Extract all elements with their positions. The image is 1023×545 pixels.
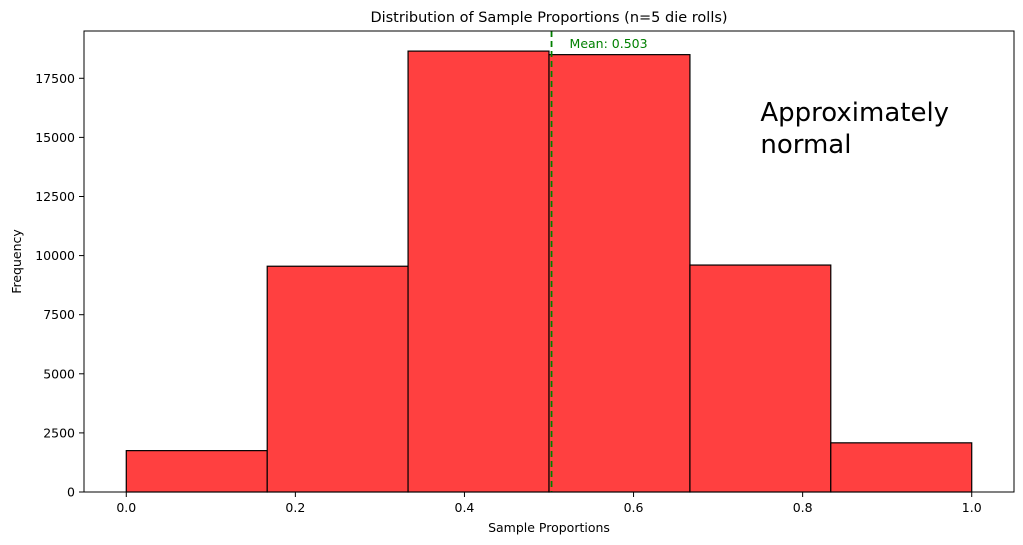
x-axis-ticks: 0.0 0.2 0.4 0.6 0.8 1.0 <box>116 492 982 515</box>
y-axis-label: Frequency <box>9 229 24 294</box>
x-tick-label: 0.6 <box>624 500 644 515</box>
chart-title: Distribution of Sample Proportions (n=5 … <box>370 10 727 26</box>
x-axis-label: Sample Proportions <box>488 520 610 535</box>
histogram-bar-3 <box>407 50 550 493</box>
x-tick-label: 0.2 <box>285 500 305 515</box>
y-tick-label: 12500 <box>35 189 75 204</box>
x-tick-label: 0.0 <box>116 500 136 515</box>
y-tick-label: 17500 <box>35 71 75 86</box>
y-axis-ticks: 0 2500 5000 7500 10000 12500 15000 17500 <box>35 71 84 500</box>
mean-line-group: Mean: 0.503 <box>550 31 648 492</box>
bars-group <box>125 50 973 493</box>
histogram-bar-4 <box>548 54 691 493</box>
histogram-bar-6 <box>830 442 973 493</box>
y-tick-label: 15000 <box>35 130 75 145</box>
y-tick-label: 2500 <box>43 425 75 440</box>
y-tick-label: 0 <box>67 485 75 500</box>
histogram-bar-2 <box>266 265 409 493</box>
y-tick-label: 7500 <box>43 307 75 322</box>
histogram-bar-1 <box>125 450 268 493</box>
annotation-line-2: normal <box>760 130 851 160</box>
x-tick-label: 1.0 <box>962 500 982 515</box>
y-tick-label: 5000 <box>43 366 75 381</box>
x-tick-label: 0.8 <box>793 500 813 515</box>
y-tick-label: 10000 <box>35 248 75 263</box>
plot-frame <box>83 30 1015 493</box>
annotation-line-1: Approximately <box>760 98 949 128</box>
histogram-bar-5 <box>689 264 832 493</box>
mean-label: Mean: 0.503 <box>570 36 648 51</box>
x-tick-label: 0.4 <box>455 500 475 515</box>
